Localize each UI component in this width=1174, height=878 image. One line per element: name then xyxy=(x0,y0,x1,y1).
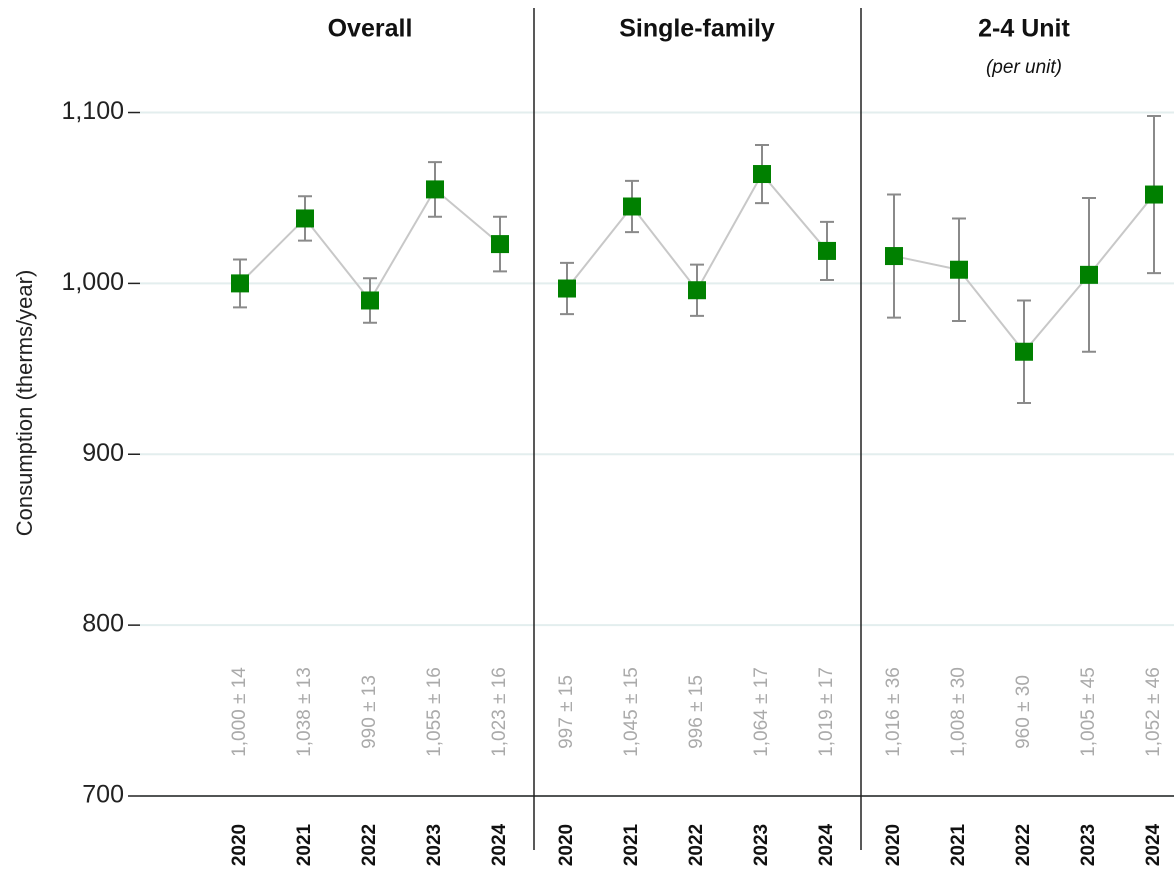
y-tick-label: 1,000 xyxy=(61,268,124,296)
marker xyxy=(1015,342,1033,361)
x-tick-label: 2024 xyxy=(816,823,837,866)
x-tick-label: 2022 xyxy=(1013,824,1034,866)
marker xyxy=(885,247,903,266)
x-tick-label: 2024 xyxy=(489,823,510,866)
value-label: 1,019 ± 17 xyxy=(816,667,837,757)
x-tick-label: 2022 xyxy=(686,824,707,866)
x-tick-label: 2021 xyxy=(948,823,969,866)
marker xyxy=(296,209,314,228)
y-axis-label: Consumption (therms/year) xyxy=(12,270,37,537)
value-label: 1,023 ± 16 xyxy=(489,667,510,757)
value-label: 997 ± 15 xyxy=(556,675,577,749)
marker xyxy=(950,260,968,279)
panel-subtitle: (per unit) xyxy=(986,57,1062,78)
marker xyxy=(688,281,706,300)
x-tick-label: 2021 xyxy=(294,823,315,866)
value-label: 1,055 ± 16 xyxy=(424,667,445,757)
marker xyxy=(623,197,641,216)
panel-title: 2-4 Unit xyxy=(978,15,1070,43)
y-tick-label: 1,100 xyxy=(61,97,124,125)
x-tick-label: 2020 xyxy=(883,824,904,866)
y-tick-label: 700 xyxy=(82,781,124,809)
value-label: 1,008 ± 30 xyxy=(948,667,969,757)
marker xyxy=(426,180,444,199)
marker xyxy=(231,274,249,293)
x-tick-label: 2020 xyxy=(556,824,577,866)
panel-title: Overall xyxy=(328,15,413,43)
value-label: 1,038 ± 13 xyxy=(294,667,315,757)
marker xyxy=(491,235,509,254)
value-label: 990 ± 13 xyxy=(359,675,380,749)
marker xyxy=(558,279,576,298)
value-label: 1,064 ± 17 xyxy=(751,667,772,757)
y-tick-label: 800 xyxy=(82,610,124,638)
marker xyxy=(1145,185,1163,204)
marker xyxy=(818,241,836,260)
panel-title: Single-family xyxy=(619,15,775,43)
x-tick-label: 2023 xyxy=(1078,824,1099,866)
value-label: 960 ± 30 xyxy=(1013,675,1034,749)
x-tick-label: 2022 xyxy=(359,824,380,866)
marker xyxy=(1080,265,1098,284)
value-label: 1,016 ± 36 xyxy=(883,667,904,757)
value-label: 1,052 ± 46 xyxy=(1143,667,1164,757)
value-label: 1,005 ± 45 xyxy=(1078,667,1099,757)
value-label: 1,000 ± 14 xyxy=(229,667,250,757)
value-label: 1,045 ± 15 xyxy=(621,667,642,757)
value-label: 996 ± 15 xyxy=(686,675,707,749)
marker xyxy=(753,165,771,184)
x-tick-label: 2023 xyxy=(424,824,445,866)
marker xyxy=(361,291,379,310)
x-tick-label: 2023 xyxy=(751,824,772,866)
x-tick-label: 2020 xyxy=(229,824,250,866)
x-tick-label: 2021 xyxy=(621,823,642,866)
x-tick-label: 2024 xyxy=(1143,823,1164,866)
y-tick-label: 900 xyxy=(82,439,124,467)
